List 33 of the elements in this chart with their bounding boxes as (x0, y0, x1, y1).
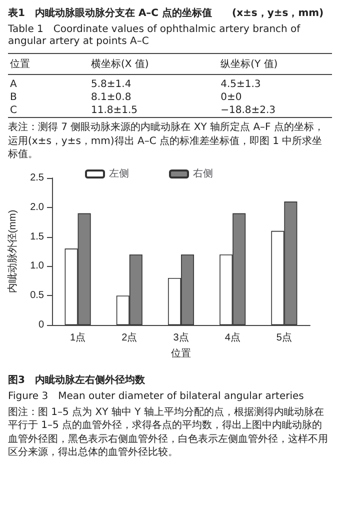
text: 图3 内眦动脉左右侧外径均数 (8, 373, 146, 386)
y-tick-label: 0 (38, 319, 44, 330)
text: Figure 3 Mean outer diameter of bilateral angular arteries (8, 390, 305, 402)
text: Table 1 Coordinate values of ophthalmic artery branch of angular artery at points A–C (8, 23, 302, 47)
x-tick-label: 3点 (173, 331, 189, 343)
y-tick-label: 2.5 (30, 172, 44, 183)
y-tick-label: 2.0 (30, 201, 44, 212)
text: 位置 (8, 54, 89, 74)
y-tick-label: 1.5 (30, 230, 44, 242)
text: C (9, 104, 18, 118)
x-tick-label: 4点 (224, 331, 240, 343)
y-axis-title: 内眦动脉外径(mm) (6, 209, 18, 293)
text: 横坐标(X 值) (89, 54, 219, 74)
x-tick-label: 1点 (70, 331, 86, 343)
legend-label: 右侧 (193, 168, 213, 179)
text: 纵坐标(Y 值) (218, 54, 332, 74)
legend-label: 左侧 (109, 167, 129, 179)
text: 11.8±1.5 (90, 104, 139, 118)
text: 0±0 (220, 91, 243, 104)
x-tick-label: 5点 (276, 331, 292, 343)
text: 8.1±0.8 (90, 91, 132, 104)
text: 4.5±1.3 (220, 78, 262, 91)
text: 图注：图 1–5 点为 XY 轴中 Y 轴上平均分配的点，根据测得内眦动脉在平行于 1–5 点的血管外径，求得各点的平均数，得出上图中内眦动脉的血管外径图，黑色表示右侧血管外径，白色表示左侧血管外径，这样不用区分来源，得出总体的血管外径比较。 (8, 406, 329, 460)
text: 表1 内眦动脉眼动脉分支在 A–C 点的坐标值 (x±s，y±s，mm) (8, 6, 325, 20)
y-tick-label: 1.0 (30, 260, 44, 272)
x-tick-label: 2点 (122, 331, 138, 343)
text: −18.8±2.3 (220, 104, 277, 118)
text: B (9, 91, 18, 104)
x-axis-title: 位置 (171, 347, 191, 359)
text: A (9, 78, 18, 91)
text: 5.8±1.4 (90, 78, 132, 91)
y-tick-label: 0.5 (30, 290, 44, 301)
text: 表注：测得 7 侧眼动脉来源的内眦动脉在 XY 轴所定点 A–F 点的坐标，运用(x±s，y±s，mm)得出 A–C 点的标准差坐标值，即图 1 中所求坐标值。 (8, 121, 325, 162)
